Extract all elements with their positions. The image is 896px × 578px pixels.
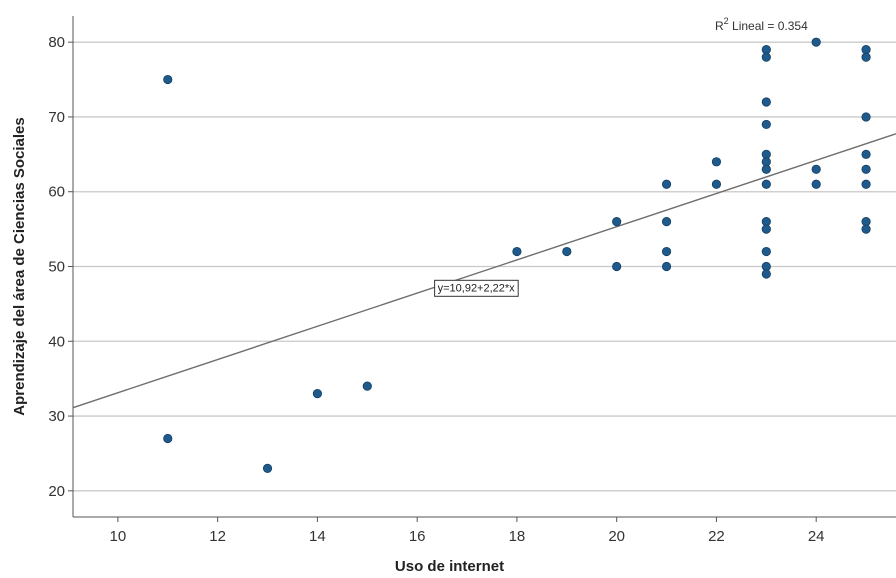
x-tick-label: 16 [409, 528, 426, 545]
data-points [163, 37, 871, 473]
x-tick-label: 10 [110, 528, 127, 545]
y-tick-label: 30 [48, 408, 65, 425]
data-point [711, 157, 722, 167]
x-tick-label: 22 [708, 528, 725, 545]
regression-line [72, 133, 896, 409]
fit-equation-label: y=10,92+2,22*x [438, 282, 516, 294]
data-point [262, 463, 273, 473]
x-tick-label: 14 [309, 528, 326, 545]
y-axis-ticks: 20 30 40 50 60 70 80 [48, 34, 73, 500]
r-squared-r: R [715, 19, 724, 33]
data-point [811, 37, 821, 47]
data-point [661, 217, 672, 227]
data-point [811, 179, 821, 189]
r-squared-superscript: 2 [724, 16, 729, 26]
fit-equation-box: y=10,92+2,22*x [434, 279, 519, 297]
data-point [761, 97, 771, 107]
data-point [861, 164, 871, 174]
y-tick-label: 80 [48, 34, 65, 51]
data-point [312, 389, 323, 399]
data-point [711, 179, 722, 189]
data-point [661, 246, 672, 257]
y-axis-title: Aprendizaje del área de Ciencias Sociale… [11, 117, 28, 415]
data-point [861, 224, 871, 234]
y-tick-label: 60 [48, 184, 65, 201]
data-point [612, 217, 622, 227]
x-tick-label: 24 [808, 528, 825, 545]
y-tick-label: 20 [48, 483, 65, 500]
data-point [811, 164, 821, 174]
x-tick-label: 12 [209, 528, 226, 545]
data-point [761, 119, 771, 130]
data-point [861, 179, 871, 189]
data-point [661, 179, 672, 189]
data-point [163, 433, 173, 444]
data-point [661, 261, 672, 272]
data-point [761, 179, 771, 189]
gridlines [73, 41, 896, 492]
r-squared-label: R2 Lineal = 0.354 [715, 16, 808, 33]
data-point [562, 246, 572, 257]
data-point [861, 52, 871, 62]
x-axis-ticks: 10 12 14 16 18 20 22 24 [110, 517, 825, 545]
x-axis-title: Uso de internet [395, 558, 504, 575]
r-squared-value: Lineal = 0.354 [729, 19, 808, 33]
x-tick-label: 18 [509, 528, 526, 545]
data-point [163, 74, 173, 85]
x-tick-label: 20 [608, 528, 625, 545]
data-point [362, 381, 372, 391]
y-tick-label: 50 [48, 259, 65, 276]
data-point [861, 112, 871, 122]
data-point [761, 246, 771, 257]
data-point [761, 224, 771, 234]
y-tick-label: 70 [48, 109, 65, 126]
data-point [512, 246, 522, 257]
y-tick-label: 40 [48, 333, 65, 350]
data-point [612, 261, 622, 272]
data-point [861, 149, 871, 159]
data-point [761, 52, 771, 62]
data-point [761, 269, 771, 279]
data-point [761, 164, 771, 174]
